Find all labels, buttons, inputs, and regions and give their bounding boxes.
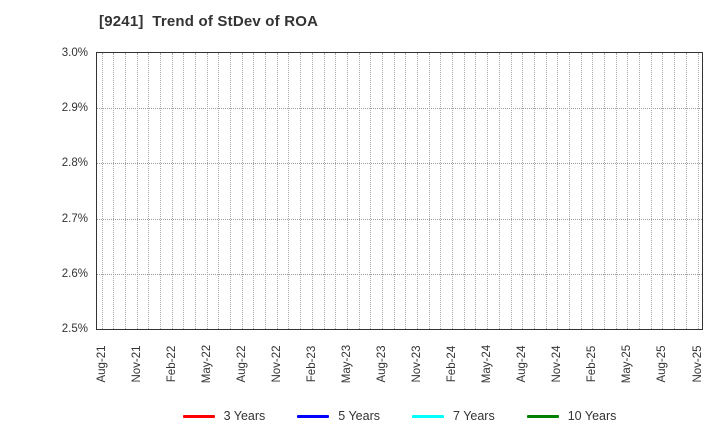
- vertical-gridline: [393, 53, 395, 329]
- x-tick-label: Nov-23: [411, 345, 424, 383]
- horizontal-gridline: [97, 108, 702, 110]
- vertical-gridline: [674, 53, 676, 329]
- vertical-gridline: [533, 53, 535, 329]
- vertical-gridline: [510, 53, 512, 329]
- vertical-gridline: [604, 53, 605, 329]
- vertical-gridline: [522, 53, 524, 329]
- x-tick-label: Nov-21: [130, 345, 143, 383]
- vertical-gridline: [230, 53, 232, 329]
- vertical-gridline: [124, 53, 126, 329]
- vertical-gridline: [381, 53, 383, 329]
- vertical-gridline: [335, 53, 337, 329]
- vertical-gridline: [662, 53, 664, 329]
- legend-label: 3 Years: [223, 409, 266, 423]
- y-tick-label: 3.0%: [61, 47, 88, 59]
- x-tick-label: Aug-21: [95, 345, 108, 383]
- x-tick-label: Aug-23: [375, 345, 388, 383]
- vertical-gridline: [346, 53, 348, 329]
- vertical-gridline: [475, 53, 477, 329]
- vertical-gridline: [557, 53, 559, 329]
- vertical-gridline: [253, 53, 255, 329]
- vertical-gridline: [159, 53, 161, 329]
- horizontal-gridline: [97, 163, 702, 165]
- vertical-gridline: [300, 53, 302, 329]
- legend-item: 3 Years: [182, 409, 266, 423]
- vertical-gridline: [592, 53, 594, 329]
- vertical-gridline: [615, 53, 617, 329]
- vertical-gridline: [311, 53, 313, 329]
- x-tick-label: Aug-25: [656, 345, 669, 383]
- x-tick-label: Aug-24: [516, 345, 529, 383]
- vertical-gridline: [452, 53, 454, 329]
- x-tick-label: May-23: [340, 344, 353, 384]
- vertical-gridline: [276, 53, 278, 329]
- y-tick-label: 2.8%: [61, 157, 88, 170]
- legend-item: 5 Years: [297, 409, 380, 423]
- vertical-gridline: [323, 53, 325, 329]
- vertical-gridline: [288, 53, 290, 329]
- y-tick-label: 2.6%: [61, 267, 88, 280]
- vertical-gridline: [370, 53, 372, 329]
- vertical-gridline: [358, 53, 360, 329]
- x-tick-label: Feb-25: [586, 345, 599, 383]
- legend-line-swatch: [297, 414, 330, 418]
- legend-label: 10 Years: [567, 409, 617, 423]
- vertical-gridline: [113, 53, 115, 329]
- legend: 3 Years 5 Years 7 Years 10 Years: [96, 404, 703, 428]
- vertical-gridline: [241, 53, 243, 329]
- x-tick-label: Nov-22: [270, 345, 283, 383]
- vertical-gridline: [148, 53, 150, 329]
- legend-label: 7 Years: [453, 409, 495, 423]
- plot-area: [96, 52, 703, 330]
- vertical-gridline: [101, 53, 103, 329]
- vertical-gridline: [136, 53, 138, 329]
- vertical-gridline: [639, 53, 641, 329]
- x-tick-label: Feb-23: [305, 345, 318, 383]
- x-tick-label: May-24: [481, 344, 494, 384]
- y-tick-label: 2.5%: [61, 323, 88, 335]
- vertical-gridline: [183, 53, 185, 329]
- x-tick-label: Nov-25: [691, 345, 704, 383]
- legend-line-swatch: [526, 414, 559, 418]
- vertical-gridline: [206, 53, 208, 329]
- vertical-gridline: [194, 53, 196, 329]
- vertical-gridline: [171, 53, 173, 329]
- y-tick-label: 2.9%: [61, 102, 88, 115]
- vertical-gridline: [487, 53, 489, 329]
- vertical-gridline: [428, 53, 430, 329]
- x-tick-label: May-22: [200, 344, 213, 384]
- vertical-gridline: [685, 53, 687, 329]
- vertical-gridline: [440, 53, 442, 329]
- vertical-gridline: [265, 53, 267, 329]
- horizontal-gridline: [97, 218, 702, 220]
- x-tick-label: Feb-22: [165, 345, 178, 383]
- vertical-gridline: [498, 53, 500, 329]
- legend-item: 10 Years: [526, 409, 617, 423]
- vertical-gridline: [580, 53, 582, 329]
- x-tick-label: Aug-22: [235, 345, 248, 383]
- x-tick-label: May-25: [621, 344, 634, 384]
- vertical-gridline: [218, 53, 220, 329]
- vertical-gridline: [545, 53, 547, 329]
- vertical-gridline: [417, 53, 419, 329]
- vertical-gridline: [650, 53, 652, 329]
- vertical-gridline: [568, 53, 570, 329]
- legend-item: 7 Years: [412, 409, 495, 423]
- legend-label: 5 Years: [338, 409, 381, 423]
- chart-title: [9241] Trend of StDev of ROA: [99, 13, 319, 30]
- vertical-gridline: [627, 53, 629, 329]
- x-tick-label: Feb-24: [446, 345, 459, 383]
- vertical-gridline: [463, 53, 465, 329]
- y-tick-label: 2.7%: [61, 212, 88, 225]
- legend-line-swatch: [412, 414, 445, 418]
- vertical-gridline: [697, 53, 699, 329]
- legend-line-swatch: [182, 414, 215, 418]
- vertical-gridline: [405, 53, 407, 329]
- x-tick-label: Nov-24: [551, 345, 564, 383]
- horizontal-gridline: [97, 273, 702, 275]
